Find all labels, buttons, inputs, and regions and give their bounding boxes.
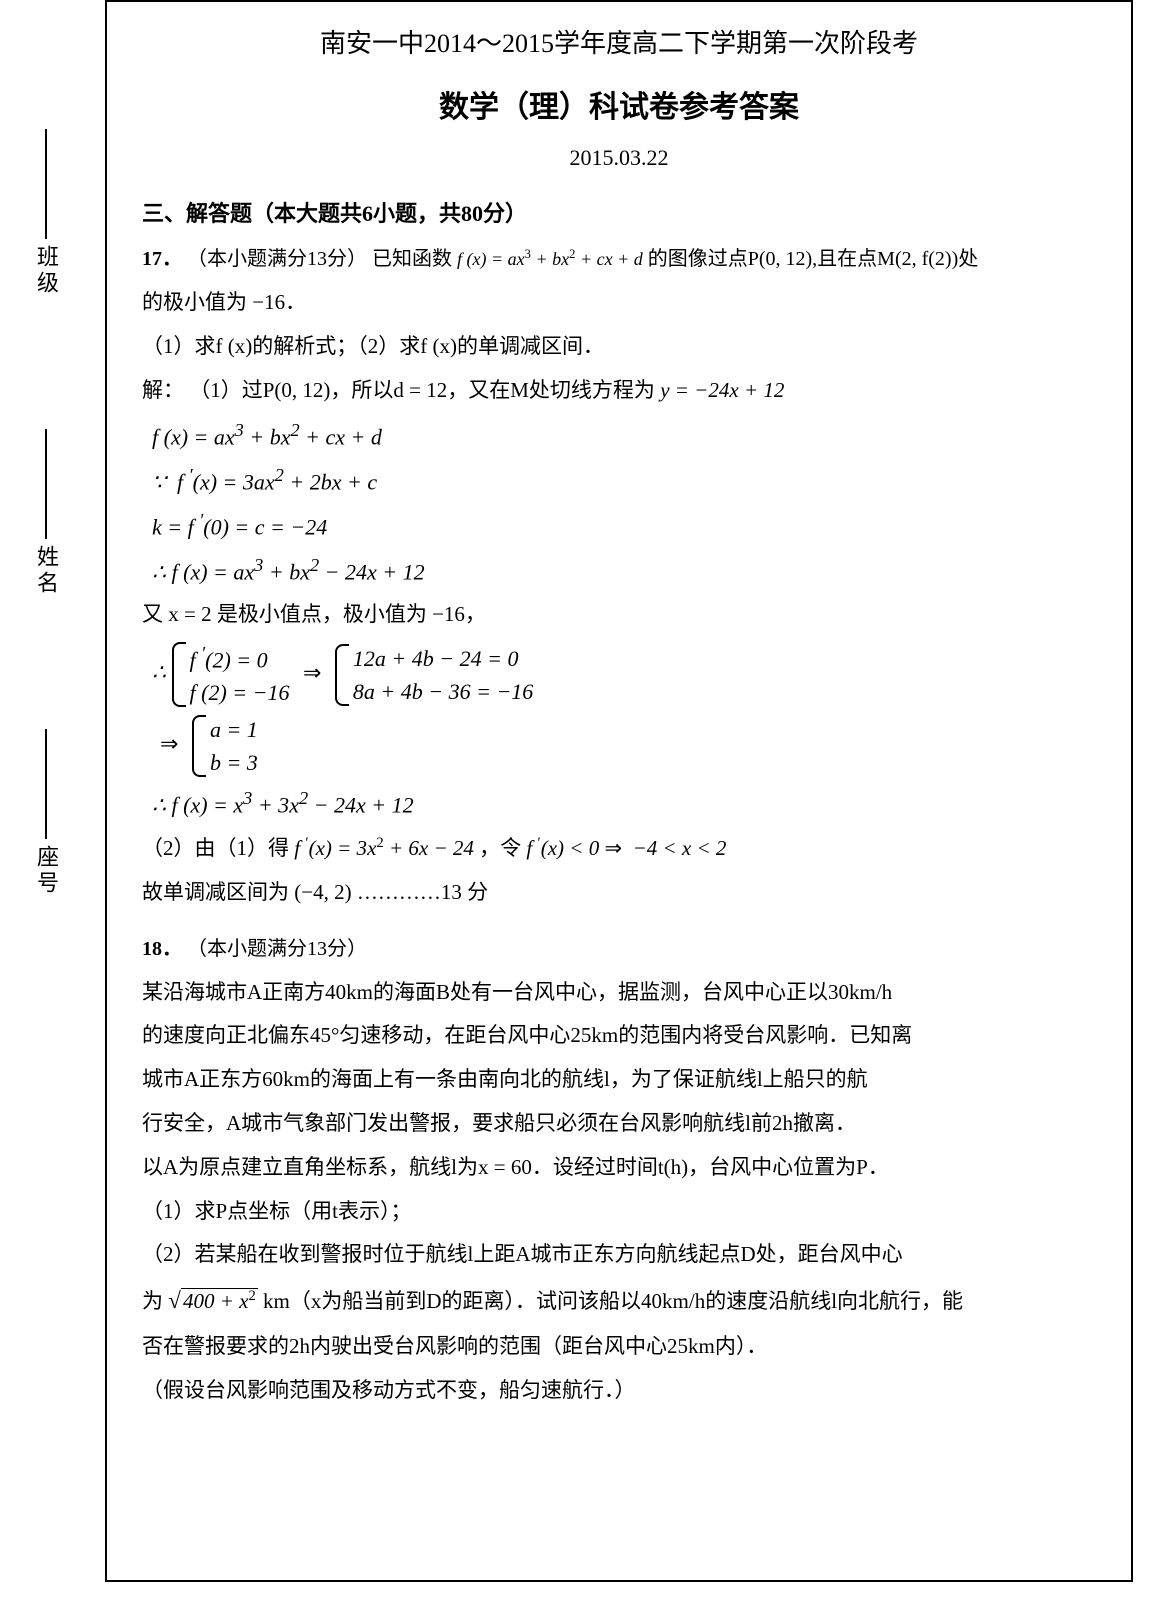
intro-post: 的图像过点P(0, 12),且在点M(2, f(2))处	[648, 248, 979, 270]
step-k: k = f ′(0) = c = −24	[152, 505, 1096, 546]
p18-line8: 否在警报要求的2h内驶出受台风影响的范围（距台风中心25km内）．	[142, 1328, 1096, 1366]
solution-label: 解：	[142, 378, 184, 402]
sqrt-expr: √400 + x2	[168, 1289, 258, 1313]
p18-line3: 城市A正东方60km的海面上有一条由南向北的航线l，为了保证航线l上船只的航	[142, 1061, 1096, 1099]
system-block: ∴ f ′(2) = 0 f (2) = −16 ⇒ 12a + 4b − 24…	[152, 640, 1096, 709]
name-label: 姓名	[30, 545, 62, 597]
class-label: 班级	[30, 245, 62, 297]
part2-pre: （2）由（1）得	[142, 836, 289, 860]
tangent-line: y = −24x + 12	[660, 378, 784, 402]
exam-title: 数学（理）科试卷参考答案	[142, 82, 1096, 133]
part2-line: （2）由（1）得 f ′(x) = 3x2 + 6x − 24 ，令 f ′(x…	[142, 830, 1096, 868]
sys-eq4: 8a + 4b − 36 = −16	[353, 675, 533, 708]
problem-score-18: （本小题满分13分）	[187, 938, 367, 960]
final-f: ∴ f (x) = x3 + 3x2 − 24x + 12	[152, 783, 1096, 824]
implies-arrow-2: ⇒	[152, 731, 186, 756]
implies-arrow: ⇒	[295, 660, 329, 685]
school-name: 南安一中2014～2015学年度高二下学期第一次阶段考	[320, 22, 918, 68]
p18-body7-post: km（x为船当前到D的距离）．试问该船以40km/h的速度沿航线l向北航行，能	[263, 1289, 963, 1313]
header: 南安一中2014～2015学年度高二下学期第一次阶段考 数学（理）科试卷参考答案…	[142, 22, 1096, 177]
p18-line6: （1）求P点坐标（用t表示）；	[142, 1193, 1096, 1231]
step-fdef: f (x) = ax3 + bx2 + cx + d	[152, 415, 1096, 456]
cond-expr: f ′(x) < 0 ⇒ −4 < x < 2	[526, 836, 726, 860]
res-eq2: b = 3	[210, 746, 258, 779]
cond-pre: ，令	[479, 836, 521, 860]
field-line	[45, 729, 47, 839]
field-line	[45, 429, 47, 539]
result-system: a = 1 b = 3	[192, 713, 258, 779]
sqrt-pre: 为	[142, 1289, 163, 1313]
p18-line5: 以A为原点建立直角坐标系，航线l为x = 60．设经过时间t(h)，台风中心位置…	[142, 1149, 1096, 1187]
f-definition-inline: f (x) = ax3 + bx2 + cx + d	[457, 249, 643, 269]
interval-line: 故单调减区间为 (−4, 2) …………13 分	[142, 874, 1096, 912]
res-eq1: a = 1	[210, 713, 258, 746]
solution-start: 解： （1）过P(0, 12)，所以d = 12，又在M处切线方程为 y = −…	[142, 372, 1096, 410]
p18-line7: （2）若某船在收到警报时位于航线l上距A城市正东方向航线起点D处，距台风中心	[142, 1236, 1096, 1274]
result-block: ⇒ a = 1 b = 3	[152, 713, 1096, 779]
intro-pre: 已知函数	[372, 248, 452, 270]
sys-eq2: f (2) = −16	[190, 676, 290, 709]
problem-number: 17．	[142, 248, 182, 270]
class-field: 班级	[30, 123, 62, 297]
seat-field: 座号	[30, 723, 62, 897]
seat-label: 座号	[30, 845, 62, 897]
p18-line9: （假设台风影响范围及移动方式不变，船匀速航行．）	[142, 1372, 1096, 1410]
sys-eq1: f ′(2) = 0	[190, 640, 290, 676]
problem-score: （本小题满分13分）	[187, 248, 367, 270]
and-line: 又 x = 2 是极小值点，极小值为 −16，	[142, 596, 1096, 634]
p18-line2: 的速度向正北偏东45°匀速移动，在距台风中心25km的范围内将受台风影响．已知离	[142, 1017, 1096, 1055]
problem-number-18: 18．	[142, 938, 182, 960]
deriv-expr: f ′(x) = 3x2 + 6x − 24	[294, 836, 474, 860]
p18-sqrt-line: 为 √400 + x2 km（x为船当前到D的距离）．试问该船以40km/h的速…	[142, 1280, 1096, 1322]
p18-body7: （2）若某船在收到警报时位于航线l上距A城市正东方向航线起点D处，距台风中心	[142, 1242, 903, 1266]
problem-18: 18． （本小题满分13分）	[142, 932, 1096, 966]
step-fso: ∴ f (x) = ax3 + bx2 − 24x + 12	[152, 550, 1096, 591]
system-right: 12a + 4b − 24 = 0 8a + 4b − 36 = −16	[335, 642, 533, 708]
step-deriv: ∵ f ′(x) = 3ax2 + 2bx + c	[152, 460, 1096, 501]
page-content: 南安一中2014～2015学年度高二下学期第一次阶段考 数学（理）科试卷参考答案…	[142, 22, 1096, 1409]
given-line: 的极小值为 −16．	[142, 284, 1096, 322]
name-field: 姓名	[30, 423, 62, 597]
side-label-strip: 班级 姓名 座号	[30, 60, 62, 960]
field-line	[45, 129, 47, 239]
p18-line1: 某沿海城市A正南方40km的海面B处有一台风中心，据监测，台风中心正以30km/…	[142, 974, 1096, 1012]
sys-eq3: 12a + 4b − 24 = 0	[353, 642, 533, 675]
problem-17: 17． （本小题满分13分） 已知函数 f (x) = ax3 + bx2 + …	[142, 242, 1096, 276]
page-frame: 南安一中2014～2015学年度高二下学期第一次阶段考 数学（理）科试卷参考答案…	[105, 0, 1133, 1582]
solution-part1-text: （1）过P(0, 12)，所以d = 12，又在M处切线方程为	[189, 378, 655, 402]
exam-date: 2015.03.22	[142, 139, 1096, 176]
section-header: 三、解答题（本大题共6小题，共80分）	[142, 195, 1096, 232]
parts-question: （1）求f (x)的解析式；（2）求f (x)的单调减区间．	[142, 328, 1096, 366]
p18-line4: 行安全，A城市气象部门发出警报，要求船只必须在台风影响航线l前2h撤离．	[142, 1105, 1096, 1143]
system-left: f ′(2) = 0 f (2) = −16	[172, 640, 290, 709]
